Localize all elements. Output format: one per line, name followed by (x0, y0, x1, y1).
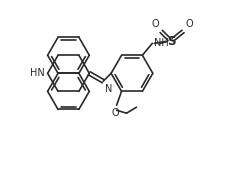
Text: O: O (184, 19, 192, 30)
Text: S: S (166, 35, 175, 48)
Text: N: N (105, 84, 112, 94)
Text: O: O (111, 108, 119, 118)
Text: NH: NH (154, 38, 168, 48)
Text: O: O (151, 19, 159, 30)
Text: HN: HN (30, 68, 44, 78)
